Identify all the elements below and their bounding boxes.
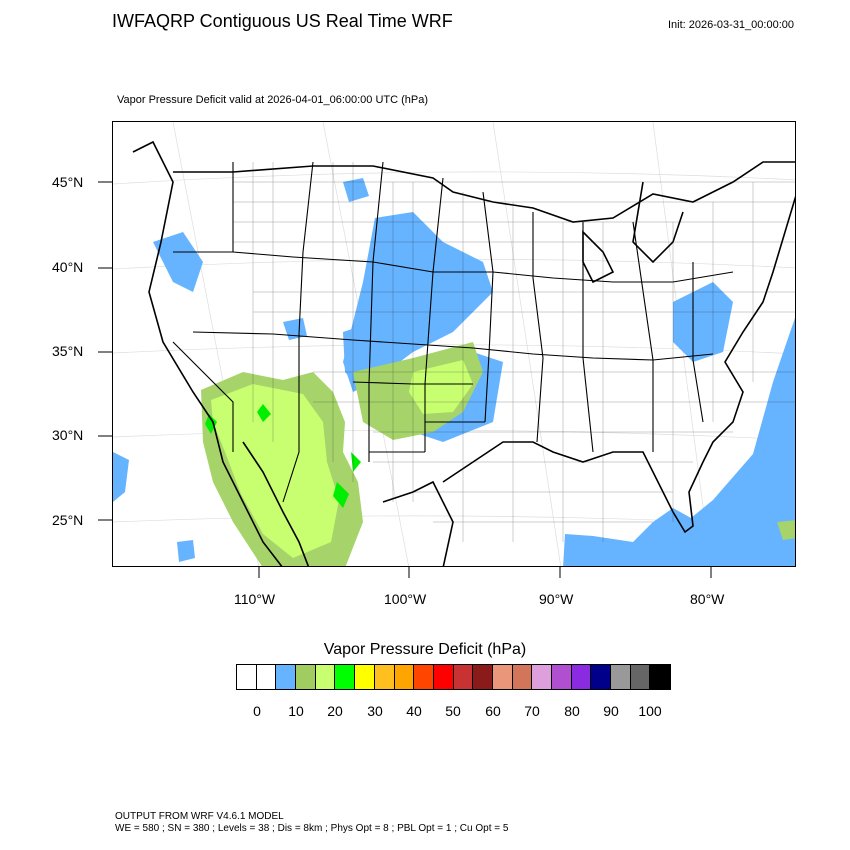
map-title: IWFAQRP Contiguous US Real Time WRF xyxy=(112,11,453,31)
colorbar-box xyxy=(571,665,592,689)
colorbar-box xyxy=(374,665,395,689)
colorbar-tick-label: 70 xyxy=(524,703,540,719)
colorbar-tick-label: 90 xyxy=(603,703,619,719)
lon-label-80: 80°W xyxy=(690,591,725,607)
lon-label-110: 110°W xyxy=(234,591,276,607)
colorbar-title: Vapor Pressure Deficit (hPa) xyxy=(323,641,527,658)
colorbar-box xyxy=(414,665,434,689)
colorbar-tick-label: 10 xyxy=(288,703,304,719)
lat-label-30: 30°N xyxy=(52,427,84,443)
colorbar-box xyxy=(276,665,297,689)
lat-ticks xyxy=(98,181,112,521)
colorbar-tick-label: 60 xyxy=(485,703,501,719)
vpd-atlantic-patch xyxy=(777,520,795,540)
model-info-line2: WE = 580 ; SN = 380 ; Levels = 38 ; Dis … xyxy=(115,823,509,834)
colorbar-tick-label: 100 xyxy=(638,703,662,719)
colorbar-tick-label: 40 xyxy=(406,703,422,719)
colorbar-box xyxy=(453,665,474,689)
lat-label-35: 35°N xyxy=(52,343,84,359)
colorbar-box xyxy=(355,665,375,689)
vpd-map-svg xyxy=(113,122,795,566)
init-time-label: Init: 2026-03-31_00:00:00 xyxy=(668,19,794,31)
colorbar-box xyxy=(473,665,493,689)
colorbar-tick-label: 30 xyxy=(367,703,383,719)
colorbar-box xyxy=(315,665,336,689)
vpd-southwest-shading xyxy=(201,372,363,566)
lon-label-90: 90°W xyxy=(539,591,574,607)
field-valid-time-label: Vapor Pressure Deficit valid at 2026-04-… xyxy=(117,94,429,106)
colorbar-box xyxy=(394,665,415,689)
lat-label-40: 40°N xyxy=(52,259,84,275)
colorbar-box xyxy=(650,665,671,689)
colorbar-box xyxy=(433,665,454,689)
colorbar-box xyxy=(512,665,533,689)
map-plot-area xyxy=(112,121,796,567)
lat-label-45: 45°N xyxy=(52,174,84,190)
colorbar-box xyxy=(532,665,552,689)
county-borders xyxy=(233,162,795,542)
model-info-line1: OUTPUT FROM WRF V4.6.1 MODEL xyxy=(115,811,284,822)
colorbar-box xyxy=(256,665,277,689)
colorbar-box xyxy=(335,665,356,689)
colorbar-box xyxy=(552,665,572,689)
state-borders xyxy=(172,161,734,503)
colorbar-box xyxy=(296,665,316,689)
lon-ticks xyxy=(258,566,712,578)
colorbar-tick-label: 50 xyxy=(445,703,461,719)
colorbar-tick-label: 80 xyxy=(564,703,580,719)
lon-label-100: 100°W xyxy=(384,591,427,607)
colorbar-box xyxy=(630,665,651,689)
colorbar-tick-label: 20 xyxy=(327,703,343,719)
colorbar-box xyxy=(591,665,612,689)
colorbar-box xyxy=(237,665,257,689)
vpd-ocean-shading xyxy=(113,317,795,566)
lat-label-25: 25°N xyxy=(52,512,84,528)
colorbar-box xyxy=(611,665,631,689)
colorbar-box xyxy=(492,665,513,689)
colorbar xyxy=(236,664,672,690)
colorbar-tick-label: 0 xyxy=(253,703,261,719)
